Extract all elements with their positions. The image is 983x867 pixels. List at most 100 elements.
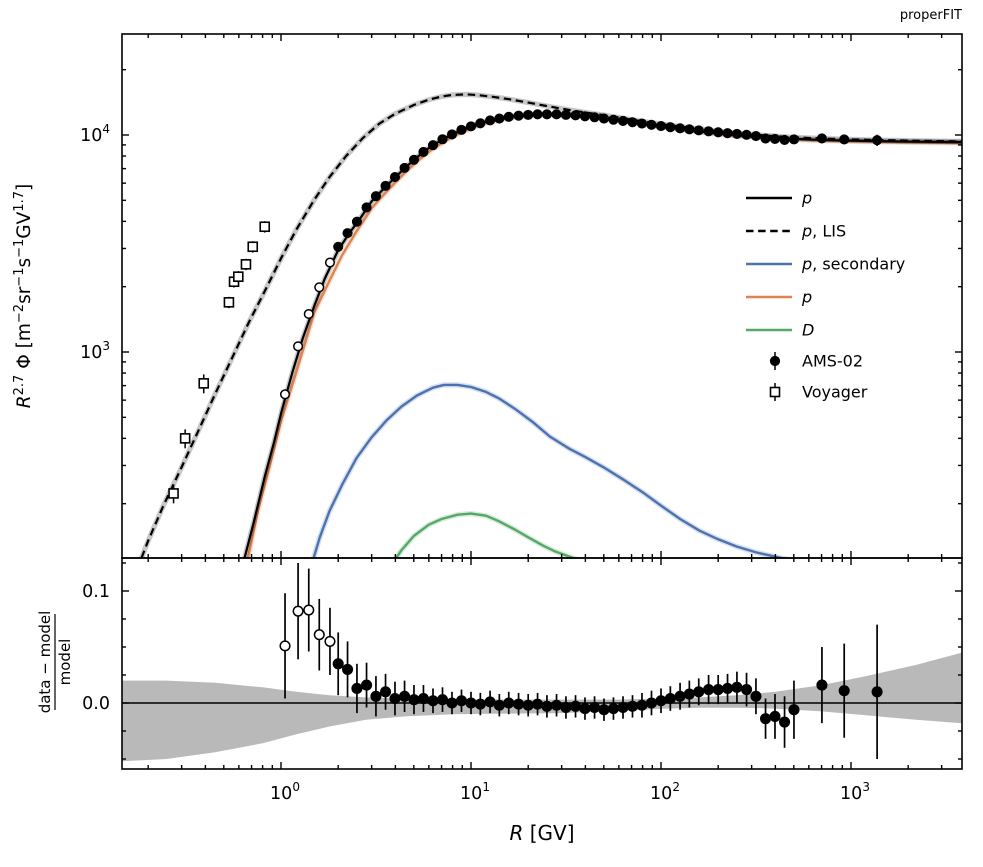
- residual-marker: [292, 605, 304, 617]
- residual-y-axis-label: data − model model: [36, 611, 74, 714]
- ams02-marker: [722, 128, 733, 139]
- ams02-marker: [494, 113, 505, 124]
- residual-marker: [607, 703, 619, 715]
- ams02-marker: [627, 117, 638, 128]
- bottom-panel-frame: [121, 557, 963, 770]
- legend-ams02-marker: [769, 355, 781, 367]
- residual-marker: [703, 684, 715, 696]
- residual-marker: [617, 701, 629, 714]
- ams02-marker: [655, 120, 667, 132]
- ams02-marker: [816, 133, 827, 144]
- residual-marker: [731, 681, 743, 693]
- residual-marker: [324, 635, 336, 647]
- voyager-marker: [179, 433, 191, 444]
- top-panel: [138, 91, 962, 558]
- residual-marker: [446, 697, 458, 709]
- y-axis-label: R2.7​ Φ [m−2​sr−1​s−1​GV1.7​]: [12, 184, 35, 408]
- x-tick-label: 102: [650, 780, 680, 804]
- residual-marker: [541, 700, 553, 712]
- axis-ticks: [122, 34, 962, 769]
- residual-marker: [427, 695, 439, 707]
- ams02-marker: [551, 109, 562, 120]
- ams02-marker: [570, 110, 581, 121]
- residual-marker: [465, 697, 477, 709]
- ams02-points: [279, 109, 883, 400]
- ams02-marker: [684, 124, 695, 135]
- ams02-marker: [636, 118, 648, 129]
- voyager-marker: [168, 488, 179, 499]
- ams02-marker: [314, 282, 325, 293]
- ams02-marker: [713, 127, 724, 138]
- ams02-marker: [293, 341, 304, 352]
- ams02-marker: [839, 134, 850, 145]
- residual-marker: [503, 697, 515, 709]
- residual-marker: [370, 690, 382, 702]
- ams02-marker: [475, 118, 486, 129]
- ams02-marker: [779, 134, 790, 145]
- residual-marker: [838, 685, 850, 697]
- ams02-marker: [731, 128, 742, 139]
- legend-label: Voyager: [802, 383, 868, 402]
- ams02-marker: [589, 112, 600, 123]
- residual-marker: [341, 663, 354, 675]
- voyager-marker: [259, 221, 271, 233]
- ams02-marker: [342, 228, 353, 239]
- ams02-marker: [608, 114, 619, 125]
- ams02-marker: [579, 111, 591, 122]
- ams02-marker: [303, 308, 314, 320]
- svg-text:model: model: [56, 639, 74, 686]
- bottom-panel: [122, 563, 962, 762]
- residual-marker: [313, 629, 325, 641]
- residual-marker: [712, 684, 724, 696]
- ams02-marker: [760, 133, 771, 144]
- residual-tick-label: 0.1: [82, 582, 110, 602]
- ams02-marker: [465, 121, 477, 132]
- ams02-marker: [560, 109, 571, 120]
- residual-marker: [560, 701, 572, 714]
- ams02-marker: [503, 111, 514, 122]
- residual-marker: [399, 690, 411, 702]
- ams02-marker: [541, 109, 552, 120]
- residual-marker: [493, 699, 505, 711]
- residual-marker: [484, 696, 496, 708]
- residual-marker: [750, 690, 762, 702]
- ams02-marker: [617, 115, 629, 127]
- residual-marker: [474, 698, 486, 710]
- ams02-marker: [788, 134, 800, 145]
- legend-label: p: [801, 288, 812, 307]
- ams02-marker: [646, 119, 657, 130]
- ams02-marker: [513, 110, 524, 121]
- residual-marker: [636, 699, 648, 711]
- legend-label: D: [802, 321, 814, 340]
- residual-marker: [740, 684, 753, 696]
- ams02-marker: [703, 126, 714, 137]
- voyager-marker: [232, 271, 244, 282]
- series-d: [394, 512, 577, 558]
- residual-marker: [522, 699, 534, 711]
- ams02-marker: [523, 109, 534, 120]
- ams02-marker: [769, 133, 781, 144]
- ams02-marker: [693, 125, 704, 136]
- ams02-marker: [446, 129, 458, 140]
- ams02-marker: [351, 216, 362, 227]
- series-p-lis: [140, 93, 962, 558]
- legend-label: AMS-02: [802, 352, 863, 371]
- residual-marker: [513, 698, 525, 710]
- ams02-marker: [418, 146, 429, 157]
- residual-marker: [550, 699, 563, 711]
- residual-marker: [436, 694, 449, 706]
- legend-label: p, secondary: [801, 255, 905, 274]
- residual-marker: [408, 694, 420, 706]
- residual-marker: [769, 710, 781, 722]
- ams02-marker: [370, 191, 381, 202]
- ams02-marker: [279, 389, 291, 400]
- residual-marker: [816, 679, 828, 691]
- residual-marker: [655, 695, 667, 707]
- ams02-marker: [456, 124, 467, 135]
- residual-marker: [683, 688, 695, 700]
- residual-marker: [332, 658, 344, 670]
- residual-marker: [674, 690, 686, 702]
- ams02-marker: [437, 134, 448, 145]
